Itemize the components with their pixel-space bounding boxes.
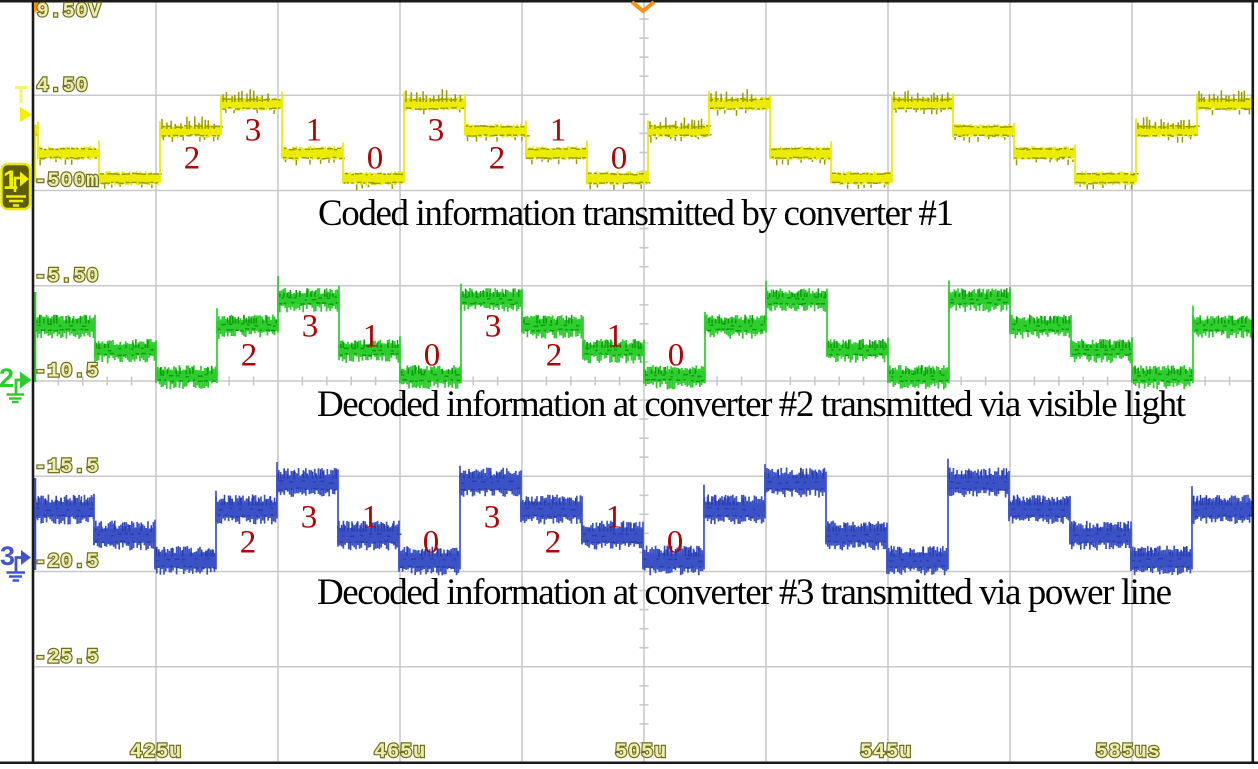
svg-text:1: 1: [606, 500, 623, 536]
svg-text:2: 2: [0, 363, 14, 393]
svg-text:-500m: -500m: [34, 170, 99, 193]
svg-text:0: 0: [667, 525, 684, 561]
svg-text:2: 2: [241, 338, 258, 374]
svg-text:0: 0: [423, 525, 440, 561]
svg-text:3: 3: [302, 309, 319, 345]
svg-text:505u: 505u: [615, 741, 667, 764]
svg-text:-5.50: -5.50: [34, 265, 99, 288]
svg-text:2: 2: [489, 141, 506, 177]
svg-text:0: 0: [668, 338, 685, 374]
svg-text:2: 2: [546, 338, 563, 374]
svg-text:3: 3: [485, 309, 502, 345]
svg-text:Decoded information at convert: Decoded information at converter #2 tran…: [317, 384, 1187, 425]
svg-text:2: 2: [545, 525, 562, 561]
svg-text:545u: 545u: [860, 741, 912, 764]
svg-text:2: 2: [240, 525, 257, 561]
svg-text:425u: 425u: [130, 741, 182, 764]
svg-text:3: 3: [245, 113, 262, 149]
svg-text:-10.5: -10.5: [34, 361, 99, 384]
svg-text:3: 3: [428, 113, 445, 149]
svg-text:0: 0: [611, 141, 628, 177]
svg-text:4.50: 4.50: [37, 75, 89, 98]
svg-text:465u: 465u: [374, 741, 426, 764]
svg-text:1: 1: [306, 113, 323, 149]
svg-text:1: 1: [363, 319, 380, 355]
svg-text:Decoded information at convert: Decoded information at converter #3 tran…: [317, 572, 1172, 613]
svg-text:3: 3: [484, 500, 501, 536]
svg-text:0: 0: [424, 338, 441, 374]
svg-text:2: 2: [184, 141, 201, 177]
svg-text:3: 3: [0, 541, 15, 571]
svg-text:Coded information transmitted: Coded information transmitted by convert…: [318, 193, 954, 234]
svg-text:-15.5: -15.5: [34, 456, 99, 479]
svg-text:585us: 585us: [1095, 741, 1160, 764]
svg-text:-25.5: -25.5: [34, 647, 99, 670]
svg-text:-20.5: -20.5: [34, 551, 99, 574]
svg-text:3: 3: [301, 500, 318, 536]
svg-text:1: 1: [550, 113, 567, 149]
svg-text:0: 0: [367, 141, 384, 177]
svg-text:9.50V: 9.50V: [37, 1, 102, 24]
svg-text:1: 1: [607, 319, 624, 355]
svg-text:1: 1: [362, 500, 379, 536]
